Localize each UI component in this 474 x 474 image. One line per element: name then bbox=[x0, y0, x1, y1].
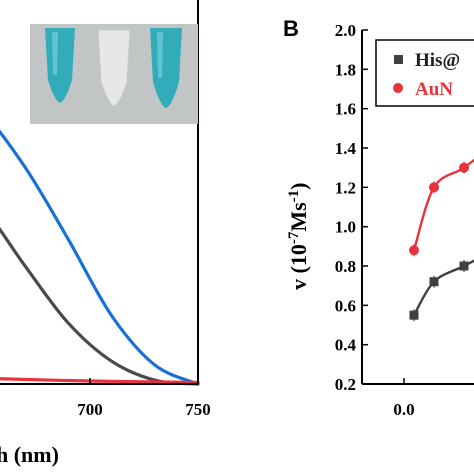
tube-right-shine bbox=[157, 32, 163, 78]
photo-inset bbox=[30, 24, 198, 124]
kinetics-panel: B 2.0 1.8 1.6 1.4 1.2 1.0 0.8 0.6 0.4 0.2 0.0 v (1… bbox=[283, 16, 474, 419]
kinetics-plot-area: 2.0 1.8 1.6 1.4 1.2 1.0 0.8 0.6 0.4 0.2 0.0 bbox=[335, 21, 474, 419]
kinetics-y-tick-1.6: 1.6 bbox=[335, 100, 356, 119]
tube-middle bbox=[97, 29, 131, 107]
kinetics-y-tick-0.8: 0.8 bbox=[335, 257, 356, 276]
ylabel-end: ) bbox=[286, 183, 311, 190]
ylabel-sup2: -1 bbox=[286, 190, 302, 203]
kinetics-fit-line-2 bbox=[412, 158, 474, 251]
kinetics-point-square bbox=[459, 261, 469, 271]
kinetics-y-tick-0.4: 0.4 bbox=[335, 336, 357, 355]
ylabel-tail: Ms bbox=[286, 202, 311, 232]
ylabel-sup: -7 bbox=[286, 231, 302, 244]
kinetics-y-tick-1.0: 1.0 bbox=[335, 218, 356, 237]
kinetics-y-tick-1.2: 1.2 bbox=[335, 178, 356, 197]
kinetics-series-group bbox=[409, 158, 474, 322]
legend-box bbox=[375, 39, 474, 107]
kinetics-y-tick-0.6: 0.6 bbox=[335, 296, 356, 315]
kinetics-y-tick-1.4: 1.4 bbox=[335, 139, 357, 158]
legend-label-aun: AuN bbox=[415, 79, 453, 100]
kinetics-point-circle bbox=[409, 245, 419, 256]
spectra-series-group bbox=[0, 129, 200, 386]
spectra-x-ticks: 700 750 bbox=[77, 378, 211, 419]
kinetics-legend: His@ AuN bbox=[375, 39, 474, 107]
kinetics-y-tick-0.2: 0.2 bbox=[335, 375, 356, 394]
spectra-x-axis-title: h (nm) bbox=[0, 442, 59, 467]
legend-marker-aun bbox=[393, 83, 403, 93]
kinetics-point-square bbox=[429, 277, 439, 287]
kinetics-point-circle bbox=[459, 162, 469, 173]
legend-label-his: His@ bbox=[415, 50, 460, 71]
kinetics-fit-line-1 bbox=[412, 259, 474, 316]
kinetics-point-circle bbox=[429, 182, 439, 193]
spectrum-line-1 bbox=[0, 129, 200, 386]
spectra-x-tick-700: 700 bbox=[77, 400, 103, 419]
ylabel-main: v (10 bbox=[286, 244, 311, 290]
legend-marker-his bbox=[394, 55, 403, 64]
kinetics-y-tick-2.0: 2.0 bbox=[335, 21, 356, 40]
kinetics-y-tick-1.8: 1.8 bbox=[335, 60, 356, 79]
spectrum-line-2 bbox=[0, 226, 200, 386]
kinetics-ticks: 2.0 1.8 1.6 1.4 1.2 1.0 0.8 0.6 0.4 0.2 0.0 bbox=[335, 21, 415, 419]
spectra-x-tick-750: 750 bbox=[185, 400, 211, 419]
spectrum-line-3 bbox=[0, 377, 200, 385]
spectra-panel: 700 750 h (nm) bbox=[0, 0, 211, 467]
panel-label-b: B bbox=[283, 16, 299, 41]
kinetics-y-axis-title: v (10-7Ms-1) bbox=[286, 183, 311, 290]
tube-left-shine bbox=[52, 32, 58, 75]
kinetics-point-square bbox=[409, 310, 419, 320]
kinetics-x-tick-0.0: 0.0 bbox=[393, 400, 414, 419]
